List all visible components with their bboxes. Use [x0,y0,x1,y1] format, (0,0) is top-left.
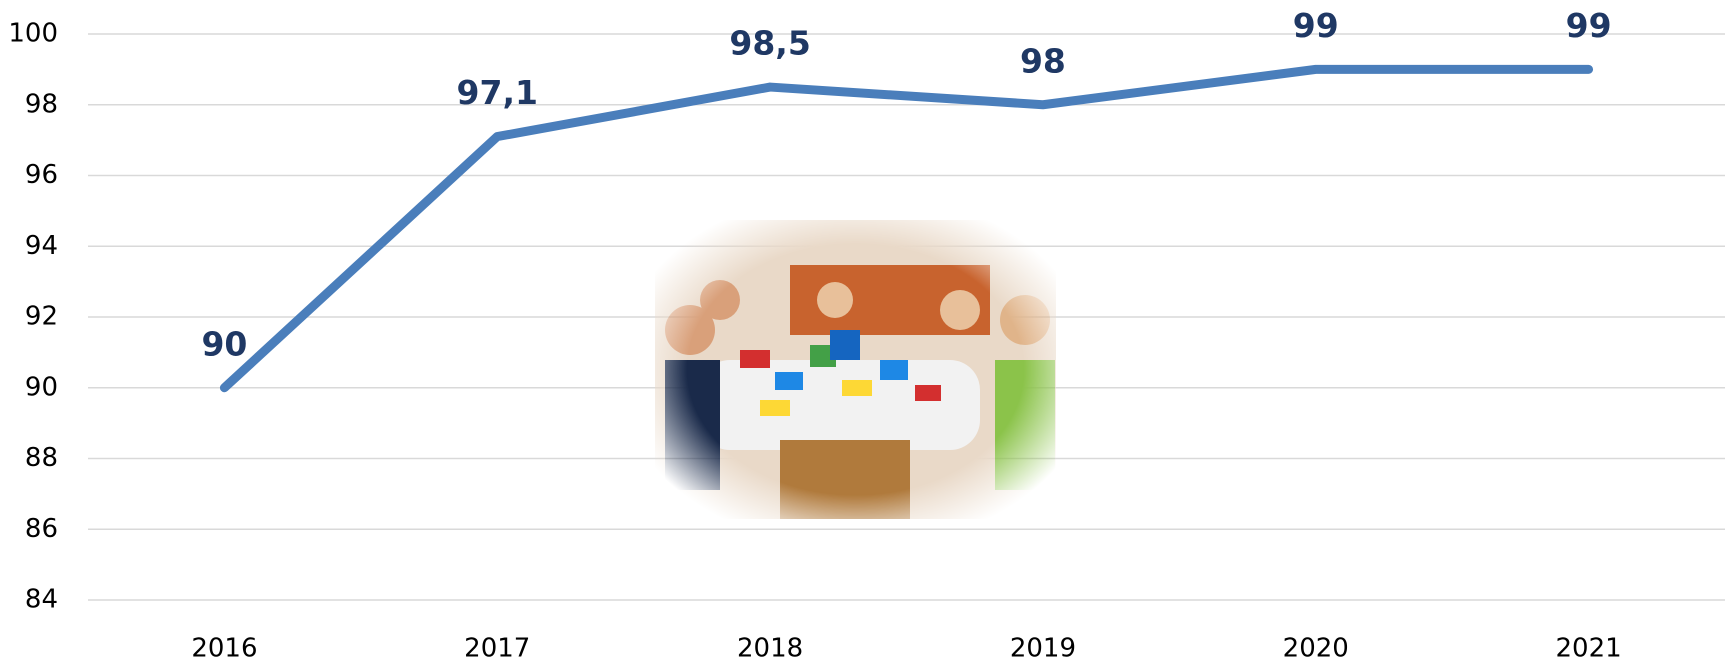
x-tick-label: 2018 [737,634,803,664]
data-line [219,64,1594,393]
y-tick-label: 100 [8,19,58,49]
x-tick-label: 2016 [191,634,257,664]
data-label: 97,1 [457,73,538,112]
y-tick-label: 90 [25,372,58,402]
data-label: 90 [201,324,247,363]
y-tick-label: 84 [25,585,58,615]
x-tick-label: 2017 [464,634,530,664]
y-tick-label: 88 [25,443,58,473]
x-tick-label: 2020 [1283,634,1349,664]
data-label: 99 [1566,6,1612,45]
x-tick-label: 2021 [1555,634,1621,664]
y-tick-label: 96 [25,160,58,190]
photo [655,220,1056,519]
y-tick-label: 86 [25,514,58,544]
data-label: 98,5 [729,24,810,63]
y-tick-label: 94 [25,231,58,261]
data-label: 98 [1020,41,1066,80]
x-tick-label: 2019 [1010,634,1076,664]
y-tick-label: 92 [25,302,58,332]
y-tick-label: 98 [25,89,58,119]
data-label: 99 [1293,6,1339,45]
